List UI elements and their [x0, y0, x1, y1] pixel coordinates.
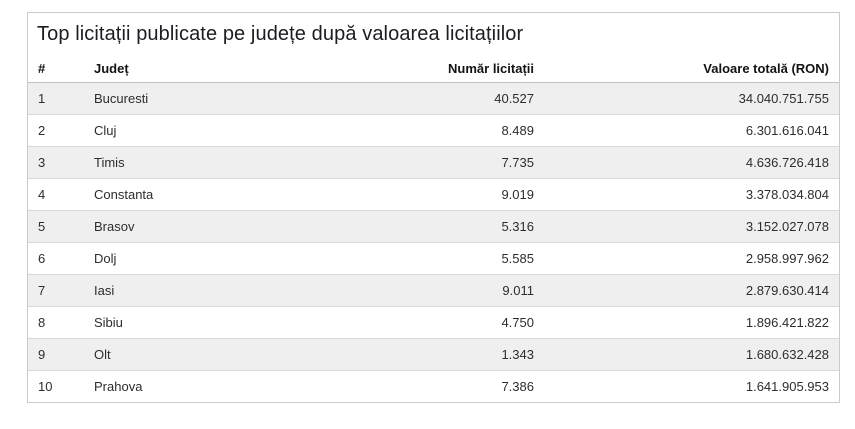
- numar-licitatii-cell: 1.343: [294, 338, 544, 371]
- column-header-rank: #: [28, 55, 84, 83]
- judet-cell: Timis: [84, 146, 294, 179]
- judet-cell: Constanta: [84, 178, 294, 211]
- valoare-totala-cell: 3.152.027.078: [544, 210, 839, 243]
- numar-licitatii-cell: 40.527: [294, 82, 544, 115]
- rank-cell: 5: [28, 210, 84, 243]
- valoare-totala-cell: 1.896.421.822: [544, 306, 839, 339]
- rank-cell: 1: [28, 82, 84, 115]
- numar-licitatii-cell: 7.735: [294, 146, 544, 179]
- auctions-by-county-table: # Județ Număr licitații Valoare totală (…: [28, 55, 839, 402]
- judet-cell: Iasi: [84, 274, 294, 307]
- rank-cell: 7: [28, 274, 84, 307]
- numar-licitatii-cell: 7.386: [501, 379, 534, 394]
- table-row: 1 Bucuresti 40.527 34.040.751.755: [28, 82, 839, 115]
- valoare-totala-cell: 2.958.997.962: [544, 242, 839, 275]
- valoare-totala-cell: 34.040.751.755: [544, 82, 839, 115]
- rank-cell: 3: [28, 146, 84, 179]
- table-row: 3 Timis 7.735 4.636.726.418: [28, 146, 839, 179]
- numar-licitatii-cell: 5.316: [294, 210, 544, 243]
- judet-cell: Olt: [84, 338, 294, 371]
- valoare-totala-cell: 1.680.632.428: [544, 338, 839, 371]
- numar-licitatii-cell: 4.750: [294, 306, 544, 339]
- column-header-numar-licitatii: Număr licitații: [294, 55, 544, 83]
- table-row: 6 Dolj 5.585 2.958.997.962: [28, 242, 839, 275]
- table-row: 8 Sibiu 4.750 1.896.421.822: [28, 306, 839, 339]
- judet-cell: Brasov: [84, 210, 294, 243]
- valoare-totala-cell: 2.879.630.414: [544, 274, 839, 307]
- valoare-totala-cell: 6.301.616.041: [544, 114, 839, 147]
- judet-cell: Bucuresti: [84, 82, 294, 115]
- column-header-valoare-totala: Valoare totală (RON): [544, 55, 839, 83]
- rank-cell: 8: [28, 306, 84, 339]
- rank-cell: 2: [28, 114, 84, 147]
- table-row: 5 Brasov 5.316 3.152.027.078: [28, 210, 839, 243]
- table-header-row: # Județ Număr licitații Valoare totală (…: [28, 55, 839, 83]
- top-auctions-card: Top licitații publicate pe județe după v…: [27, 12, 840, 403]
- valoare-totala-cell: 3.378.034.804: [544, 178, 839, 211]
- judet-cell: Cluj: [84, 114, 294, 147]
- judet-cell: Dolj: [84, 242, 294, 275]
- table-row: 7 Iasi 9.011 2.879.630.414: [28, 274, 839, 307]
- numar-licitatii-cell: 5.585: [294, 242, 544, 275]
- page-title: Top licitații publicate pe județe după v…: [37, 23, 524, 45]
- numar-licitatii-cell: 9.019: [294, 178, 544, 211]
- table-row: 10 Prahova 7.386 1.641.905.953: [28, 370, 839, 402]
- rank-cell: 4: [28, 178, 84, 211]
- rank-cell: 10: [38, 379, 53, 394]
- table-row: 9 Olt 1.343 1.680.632.428: [28, 338, 839, 371]
- judet-cell: Prahova: [94, 379, 143, 394]
- table-row: 2 Cluj 8.489 6.301.616.041: [28, 114, 839, 147]
- rank-cell: 9: [28, 338, 84, 371]
- column-header-judet: Județ: [84, 55, 294, 83]
- judet-cell: Sibiu: [84, 306, 294, 339]
- numar-licitatii-cell: 9.011: [294, 274, 544, 307]
- numar-licitatii-cell: 8.489: [294, 114, 544, 147]
- valoare-totala-cell: 1.641.905.953: [745, 379, 829, 394]
- valoare-totala-cell: 4.636.726.418: [544, 146, 839, 179]
- table-row: 4 Constanta 9.019 3.378.034.804: [28, 178, 839, 211]
- rank-cell: 6: [28, 242, 84, 275]
